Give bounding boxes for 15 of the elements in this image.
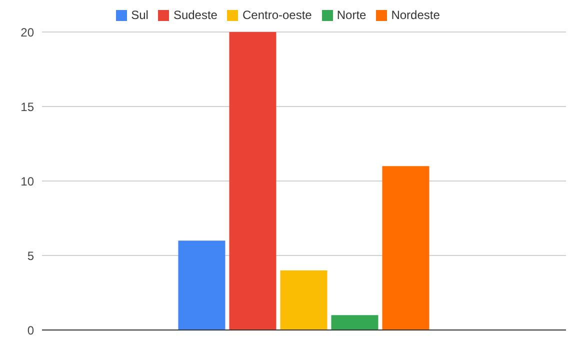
bar [280,270,328,330]
y-tick-label: 15 [20,100,34,114]
bar [382,166,430,330]
legend-label: Sul [131,8,148,22]
bar [178,240,226,330]
y-tick-label: 0 [27,323,34,338]
y-tick-label: 20 [20,25,34,40]
bar [331,315,378,330]
y-tick-label: 10 [20,174,34,188]
bar [229,32,276,330]
legend-label: Sudeste [173,8,218,22]
y-tick-label: 5 [27,248,34,263]
legend-label: Centro-oeste [242,8,312,22]
legend-label: Norte [336,8,366,22]
legend-label: Nordeste [391,8,440,22]
